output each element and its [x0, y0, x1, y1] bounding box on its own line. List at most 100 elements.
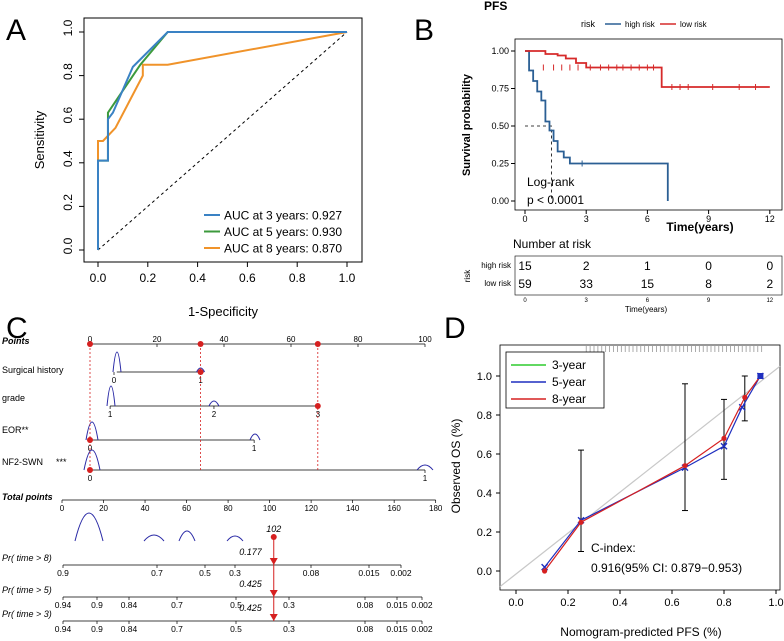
nomogram-tick-label: 100	[263, 504, 277, 513]
c-index-label: C-index:	[591, 541, 636, 555]
nomogram-tick-label: 80	[224, 504, 233, 513]
calibration-endpoint	[757, 373, 764, 379]
panel-d-calibration: 0.0 0.2 0.4 0.6 0.8 1.0 0.0 0.2 0.4 0.6 0.8 1.0 Nomo…	[449, 344, 784, 639]
panel-label-a: A	[6, 14, 26, 47]
y-tick-label: 1.00	[491, 46, 509, 56]
nomogram-tick-label: 0.08	[357, 600, 374, 610]
nomogram-tick-label: 0.94	[55, 600, 72, 610]
nomogram-tick-label: 0.5	[230, 624, 242, 634]
survival-curve	[525, 50, 770, 88]
nomogram-tick-label: 0.7	[151, 568, 163, 578]
nomogram-tick-label: 0	[88, 474, 93, 483]
nomogram-tick-label: 0.84	[121, 624, 138, 634]
density-curve	[74, 512, 104, 542]
legend-box	[198, 203, 358, 257]
density-curve	[249, 433, 261, 441]
y-tick-label: 0.4	[61, 150, 75, 167]
x-tick-label: 6	[645, 214, 650, 224]
calibration-point	[720, 442, 728, 450]
x-tick-label: 0.4	[612, 597, 627, 609]
density-curve	[112, 351, 122, 373]
annotation-pvalue: p < 0.0001	[527, 193, 584, 207]
calibration-point	[742, 394, 748, 401]
density-curve	[83, 449, 101, 471]
nomogram-tick-label: 0	[60, 504, 65, 513]
y-tick-label: 0.2	[61, 194, 75, 211]
calibration-line	[544, 375, 761, 568]
y-tick-label: 0.6	[61, 107, 75, 124]
x-tick-label: 3	[584, 214, 589, 224]
nomogram-tick-label: 1	[423, 474, 428, 483]
x-axis-label: Time(years)	[666, 220, 733, 234]
risk-count: 2	[766, 277, 773, 291]
legend-label: 5-year	[552, 375, 586, 389]
y-tick-label: 0.75	[491, 84, 509, 94]
panel-label-b: B	[414, 14, 434, 47]
legend-label: AUC at 8 years: 0.870	[224, 242, 342, 256]
c-index-value: 0.916(95% CI: 0.879−0.953)	[591, 561, 742, 575]
nomogram-tick-label: 0.84	[121, 600, 138, 610]
x-tick-label: 0.8	[289, 271, 306, 285]
risk-count: 0	[705, 259, 712, 273]
roc-curve	[97, 31, 348, 250]
panel-label-c: C	[6, 312, 28, 345]
legend-label: high risk	[625, 20, 656, 29]
y-tick-label: 0.50	[491, 121, 509, 131]
risk-table-title: Number at risk	[513, 237, 592, 251]
probability-marker	[269, 558, 278, 565]
risk-count: 8	[705, 277, 712, 291]
x-tick-label: 9	[706, 214, 711, 224]
risk-row-label: high risk	[481, 261, 512, 270]
risk-x-tick: 3	[585, 298, 589, 304]
risk-count: 15	[641, 277, 655, 291]
nomogram-tick-label: 140	[346, 504, 360, 513]
nomogram-row-label: NF2-SWN	[2, 457, 43, 467]
roc-curve	[97, 31, 347, 250]
calibration-line	[544, 375, 761, 572]
panel-label-d: D	[444, 312, 466, 345]
nomogram-tick-label: 0.5	[230, 600, 242, 610]
x-tick-label: 0.4	[189, 271, 206, 285]
risk-x-tick: 9	[707, 298, 711, 304]
nomogram-tick-label: 0.9	[91, 624, 103, 634]
nomogram-tick-label: 0.015	[358, 568, 380, 578]
nomogram-row-label: grade	[2, 393, 25, 403]
legend-label: AUC at 5 years: 0.930	[224, 225, 342, 239]
risk-x-tick: 0	[523, 298, 527, 304]
y-tick-label: 0.6	[477, 449, 492, 461]
nomogram-tick-label: 0.08	[357, 624, 374, 634]
y-tick-label: 1.0	[477, 371, 492, 383]
nomogram-tick-label: 20	[99, 504, 108, 513]
legend-label: 8-year	[552, 392, 586, 406]
y-axis-label: Sensitivity	[32, 110, 47, 169]
nomogram-row-label: Pr( time > 5)	[2, 585, 52, 595]
nomogram-row-label: Pr( time > 8)	[2, 553, 52, 563]
plot-frame	[514, 38, 783, 211]
density-curve	[208, 400, 220, 407]
nomogram-tick-label: 60	[287, 335, 296, 344]
y-axis-label: Survival probability	[461, 73, 473, 176]
total-points-value: 102	[266, 524, 281, 534]
y-tick-label: 0.8	[61, 63, 75, 80]
risk-table-frame	[514, 255, 783, 296]
x-tick-label: 0.0	[508, 597, 523, 609]
nomogram-tick-label: 0.9	[57, 568, 69, 578]
risk-count: 2	[583, 259, 590, 273]
x-tick-label: 0.2	[139, 271, 156, 285]
significance-stars: ***	[56, 457, 67, 467]
x-tick-label: 1.0	[339, 271, 356, 285]
nomogram-tick-label: 180	[429, 504, 443, 513]
probability-value: 0.177	[239, 547, 263, 557]
nomogram-tick-label: 0	[88, 335, 93, 344]
calibration-point	[542, 568, 548, 574]
risk-count: 15	[518, 259, 532, 273]
nomogram-row-label: Surgical history	[2, 365, 64, 375]
nomogram-tick-label: 120	[304, 504, 318, 513]
legend-label: 3-year	[552, 358, 586, 372]
nomogram-tick-label: 0.015	[386, 624, 408, 634]
nomogram-tick-label: 0.7	[171, 624, 183, 634]
nomogram-tick-label: 0	[112, 376, 117, 385]
probability-marker	[269, 590, 278, 597]
probability-value: 0.425	[239, 603, 263, 613]
